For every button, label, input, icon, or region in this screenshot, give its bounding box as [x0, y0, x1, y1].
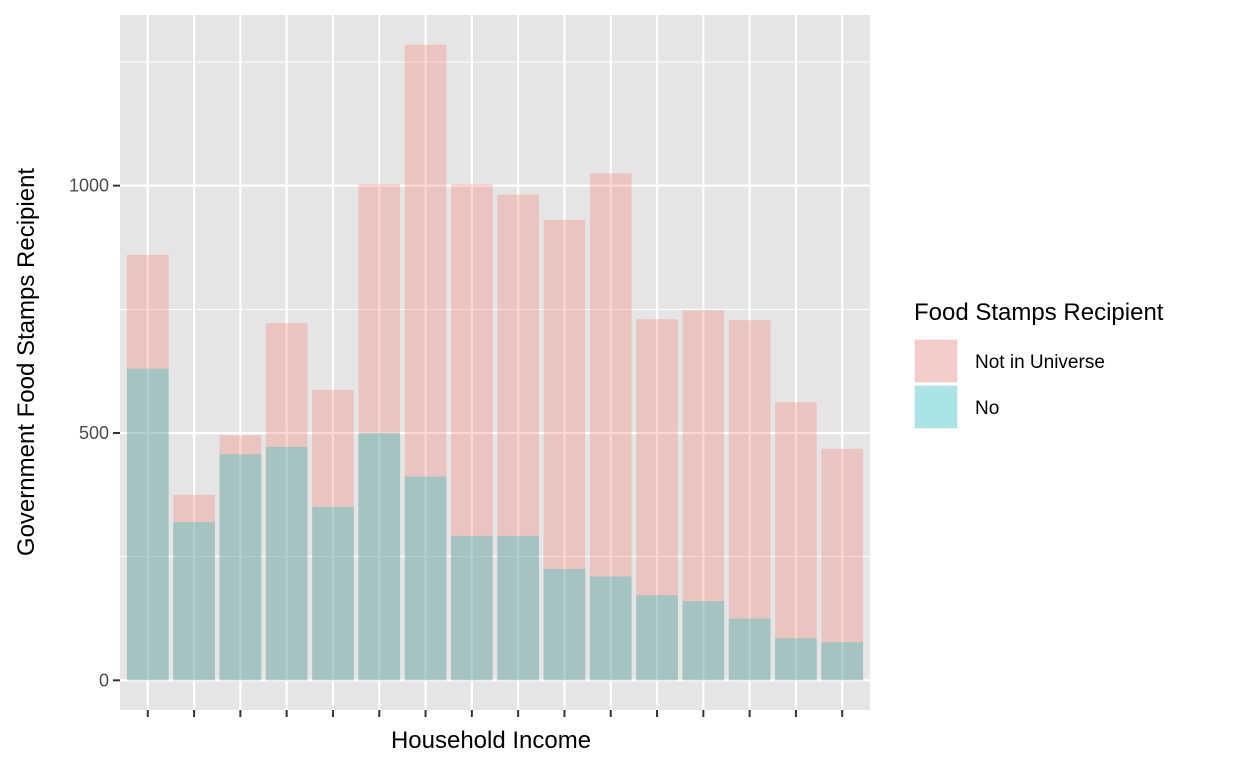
bar-no-9 [497, 535, 539, 681]
plot-panel [120, 15, 870, 710]
y-axis-title: Government Food Stamps Recipient [13, 168, 40, 557]
bar-no-10 [543, 569, 586, 681]
bar-not-in-universe-4 [265, 323, 308, 681]
legend: Food Stamps Recipient Not in Universe No [914, 299, 1164, 429]
bar-not-in-universe-6 [358, 184, 401, 681]
bar-not-in-universe-5 [312, 389, 354, 681]
legend-key-swatch [915, 386, 957, 428]
legend-label: No [975, 398, 999, 419]
axes: 0 500 1000 [69, 176, 844, 717]
bar-not-in-universe-9 [497, 194, 539, 681]
legend-key-background [914, 339, 958, 383]
y-tick-label: 500 [79, 423, 109, 443]
legend-title: Food Stamps Recipient [914, 299, 1164, 326]
bar-not-in-universe-13 [682, 310, 725, 681]
legend-key-swatch [915, 340, 957, 382]
x-axis-title: Household Income [391, 727, 591, 754]
y-tick-label: 1000 [69, 176, 109, 196]
bar-no-4 [265, 446, 308, 681]
bar-no-16 [821, 642, 864, 681]
bar-no-13 [682, 601, 725, 681]
bar-not-in-universe-10 [543, 219, 586, 681]
grid-lines [120, 15, 870, 710]
bar-no-2 [173, 522, 215, 681]
bars [126, 44, 864, 681]
bar-no-1 [126, 368, 169, 681]
bar-not-in-universe-14 [728, 320, 771, 681]
bar-not-in-universe-1 [126, 254, 169, 681]
bar-not-in-universe-8 [451, 184, 493, 681]
bar-no-14 [728, 618, 771, 681]
bar-no-15 [775, 638, 817, 681]
bar-no-12 [636, 595, 678, 681]
bar-not-in-universe-3 [219, 435, 262, 681]
bar-not-in-universe-7 [404, 44, 447, 681]
legend-label: Not in Universe [975, 352, 1105, 373]
bar-no-3 [219, 454, 262, 681]
y-tick-label: 0 [99, 670, 109, 690]
bar-not-in-universe-16 [821, 448, 864, 681]
bar-not-in-universe-11 [589, 173, 632, 681]
legend-key-background [914, 385, 958, 429]
bar-no-5 [312, 507, 354, 681]
bar-not-in-universe-12 [636, 319, 678, 681]
bar-no-7 [404, 476, 447, 681]
bar-not-in-universe-15 [775, 402, 817, 681]
bar-no-11 [589, 576, 632, 681]
bar-no-6 [358, 432, 401, 681]
bar-no-8 [451, 535, 493, 681]
bar-not-in-universe-2 [173, 494, 215, 681]
